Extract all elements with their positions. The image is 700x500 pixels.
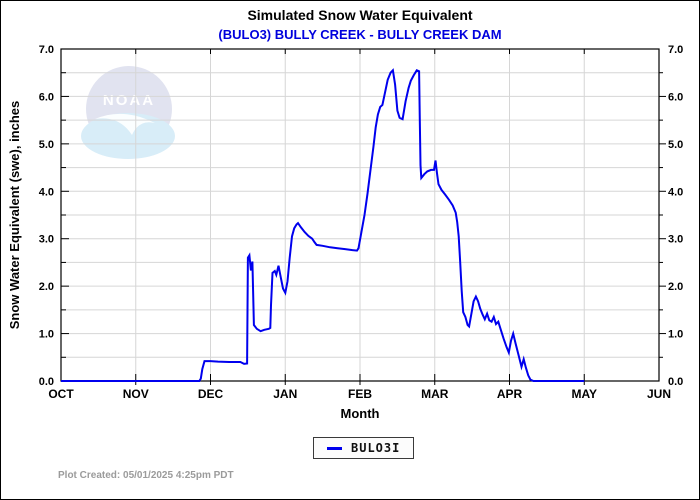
y-tick-label-right: 2.0	[668, 281, 683, 293]
x-tick-label: JUN	[647, 387, 671, 401]
chart-subtitle: (BULO3) BULLY CREEK - BULLY CREEK DAM	[218, 27, 502, 42]
y-tick-label-right: 6.0	[668, 91, 683, 103]
x-tick-label: DEC	[198, 387, 224, 401]
y-tick-label-left: 6.0	[39, 91, 54, 103]
y-tick-label-right: 1.0	[668, 329, 683, 341]
y-tick-label-right: 0.0	[668, 376, 683, 388]
legend-label: BULO3I	[351, 441, 401, 455]
legend: BULO3I	[313, 437, 415, 459]
y-tick-label-right: 3.0	[668, 234, 683, 246]
chart-title: Simulated Snow Water Equivalent	[247, 7, 473, 23]
y-tick-label-left: 3.0	[39, 234, 54, 246]
x-tick-label: MAR	[421, 387, 449, 401]
y-axis-title: Snow Water Equivalent (swe), inches	[7, 101, 22, 330]
plot-border	[60, 48, 660, 382]
noaa-watermark-text: NOAA	[103, 92, 155, 109]
x-tick-label: NOV	[123, 387, 149, 401]
y-tick-label-right: 5.0	[668, 139, 683, 151]
y-tick-label-right: 4.0	[668, 186, 683, 198]
swe-data-line	[61, 68, 585, 382]
legend-line-sample	[327, 446, 342, 450]
x-tick-label: JAN	[273, 387, 297, 401]
y-tick-label-left: 7.0	[39, 44, 54, 56]
x-tick-label: MAY	[571, 387, 597, 401]
x-tick-label: FEB	[348, 387, 372, 401]
y-tick-label-left: 0.0	[39, 376, 54, 388]
y-tick-label-right: 7.0	[668, 44, 683, 56]
y-tick-label-left: 2.0	[39, 281, 54, 293]
x-axis-title: Month	[341, 406, 380, 421]
x-tick-label: OCT	[48, 387, 74, 401]
x-tick-label: APR	[497, 387, 523, 401]
y-tick-label-left: 4.0	[39, 186, 54, 198]
y-tick-label-left: 5.0	[39, 139, 54, 151]
noaa-logo-watermark: NOAA	[81, 66, 175, 159]
plot-created-timestamp: Plot Created: 05/01/2025 4:25pm PDT	[58, 470, 234, 481]
y-tick-label-left: 1.0	[39, 329, 54, 341]
